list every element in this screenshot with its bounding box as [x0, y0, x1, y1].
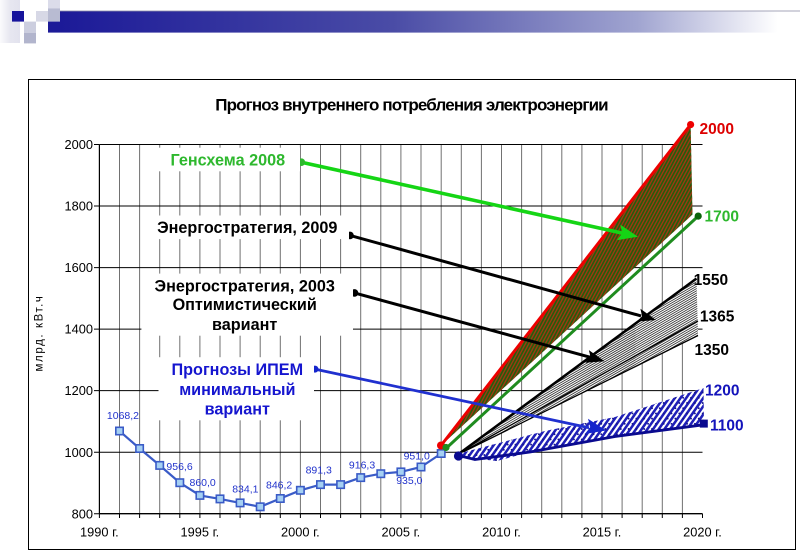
svg-text:Энергостратегия, 2009: Энергостратегия, 2009	[157, 219, 337, 237]
svg-text:1400: 1400	[65, 322, 93, 337]
svg-text:вариант: вариант	[205, 400, 270, 418]
svg-text:2005 г.: 2005 г.	[382, 524, 421, 539]
svg-text:2000: 2000	[65, 137, 93, 152]
svg-text:935,0: 935,0	[396, 475, 422, 487]
svg-text:860,0: 860,0	[190, 477, 216, 489]
svg-text:1365: 1365	[700, 308, 735, 325]
svg-text:минимальный: минимальный	[179, 381, 295, 399]
svg-text:вариант: вариант	[212, 316, 277, 334]
svg-text:1995 г.: 1995 г.	[181, 524, 220, 539]
svg-text:1550: 1550	[694, 272, 728, 289]
svg-text:2015 г.: 2015 г.	[583, 524, 622, 539]
svg-text:1200: 1200	[705, 382, 739, 399]
svg-text:млрд. кВт.ч: млрд. кВт.ч	[34, 295, 46, 372]
svg-text:1800: 1800	[65, 199, 93, 214]
svg-text:2010 г.: 2010 г.	[482, 524, 521, 539]
svg-text:956,6: 956,6	[166, 461, 192, 473]
svg-text:Прогноз внутреннего потреблени: Прогноз внутреннего потребления электроэ…	[215, 96, 608, 115]
svg-text:2020 г.: 2020 г.	[683, 524, 722, 539]
svg-text:1990 г.: 1990 г.	[80, 524, 119, 539]
svg-text:1200: 1200	[65, 383, 93, 398]
svg-text:1700: 1700	[705, 209, 739, 226]
svg-text:1068,2: 1068,2	[107, 410, 139, 422]
svg-text:891,3: 891,3	[306, 465, 332, 477]
svg-text:1000: 1000	[65, 445, 93, 460]
svg-text:1100: 1100	[710, 417, 744, 434]
svg-text:1600: 1600	[65, 260, 93, 275]
svg-text:Прогнозы ИПЕМ: Прогнозы ИПЕМ	[172, 361, 304, 379]
svg-text:916,3: 916,3	[349, 459, 375, 471]
svg-text:1350: 1350	[695, 342, 729, 359]
svg-text:834,1: 834,1	[232, 484, 258, 496]
svg-text:800: 800	[72, 506, 93, 521]
svg-text:Генсхема 2008: Генсхема 2008	[171, 151, 286, 169]
svg-text:951,0: 951,0	[404, 451, 430, 463]
svg-text:2000 г.: 2000 г.	[281, 524, 320, 539]
svg-text:846,2: 846,2	[266, 479, 292, 491]
svg-text:Оптимистический: Оптимистический	[173, 296, 317, 314]
svg-text:2000: 2000	[700, 121, 734, 138]
svg-text:Энергостратегия, 2003: Энергостратегия, 2003	[155, 277, 335, 295]
